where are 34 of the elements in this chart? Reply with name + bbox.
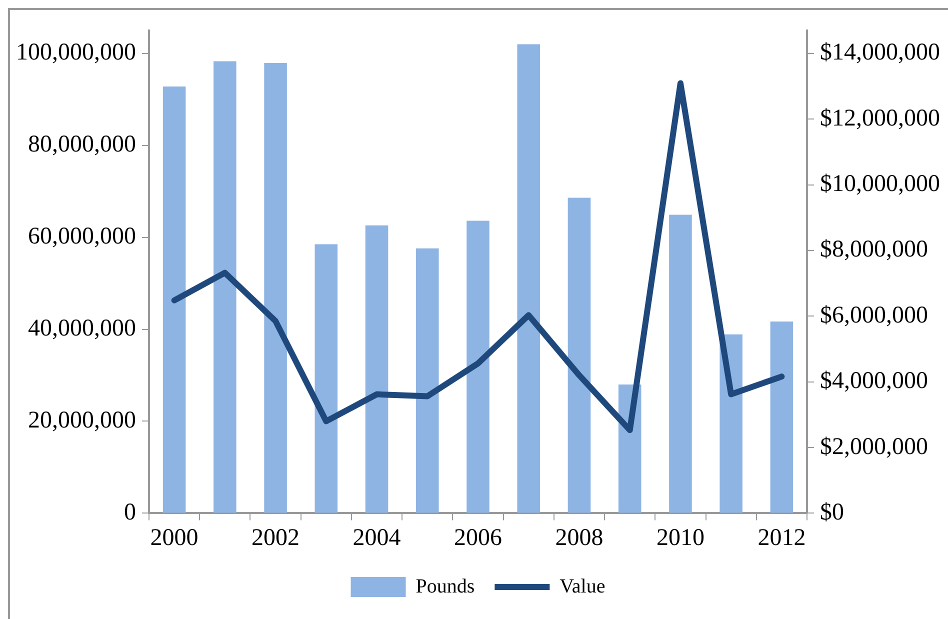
x-tick-label: 2012: [758, 524, 806, 551]
y-tick-label: 20,000,000: [28, 408, 136, 434]
bar: [365, 225, 388, 513]
y2-tick-label: $6,000,000: [820, 302, 928, 328]
legend-label: Pounds: [416, 575, 475, 598]
y2-tick-label: $10,000,000: [820, 171, 940, 198]
y-tick-label: 0: [124, 499, 136, 526]
bar: [517, 44, 540, 513]
y-tick-label: 80,000,000: [28, 132, 136, 158]
x-tick-label: 2002: [252, 524, 300, 551]
x-tick-label: 2010: [656, 524, 704, 551]
y2-tick-label: $14,000,000: [820, 40, 940, 66]
x-tick-label: 2008: [555, 524, 604, 551]
y-tick-label: 60,000,000: [28, 224, 136, 250]
y2-tick-label: $0: [820, 499, 844, 526]
bar: [568, 198, 591, 513]
x-tick-label: 2000: [150, 524, 198, 551]
bar: [466, 220, 490, 513]
y2-tick-label: $2,000,000: [820, 434, 928, 460]
y2-tick-label: $12,000,000: [820, 105, 940, 132]
bar: [214, 61, 236, 513]
bar: [669, 214, 692, 513]
y-tick-label: 100,000,000: [16, 40, 136, 66]
bar: [264, 63, 287, 513]
bar: [162, 86, 186, 513]
y2-tick-label: $8,000,000: [820, 236, 928, 263]
bar: [770, 321, 794, 513]
bar: [416, 248, 439, 513]
legend-label: Value: [560, 575, 606, 598]
x-tick-label: 2004: [352, 524, 401, 551]
bar: [314, 244, 338, 513]
y-tick-label: 40,000,000: [28, 316, 136, 342]
x-tick-label: 2006: [454, 524, 502, 551]
y2-tick-label: $4,000,000: [820, 368, 928, 394]
